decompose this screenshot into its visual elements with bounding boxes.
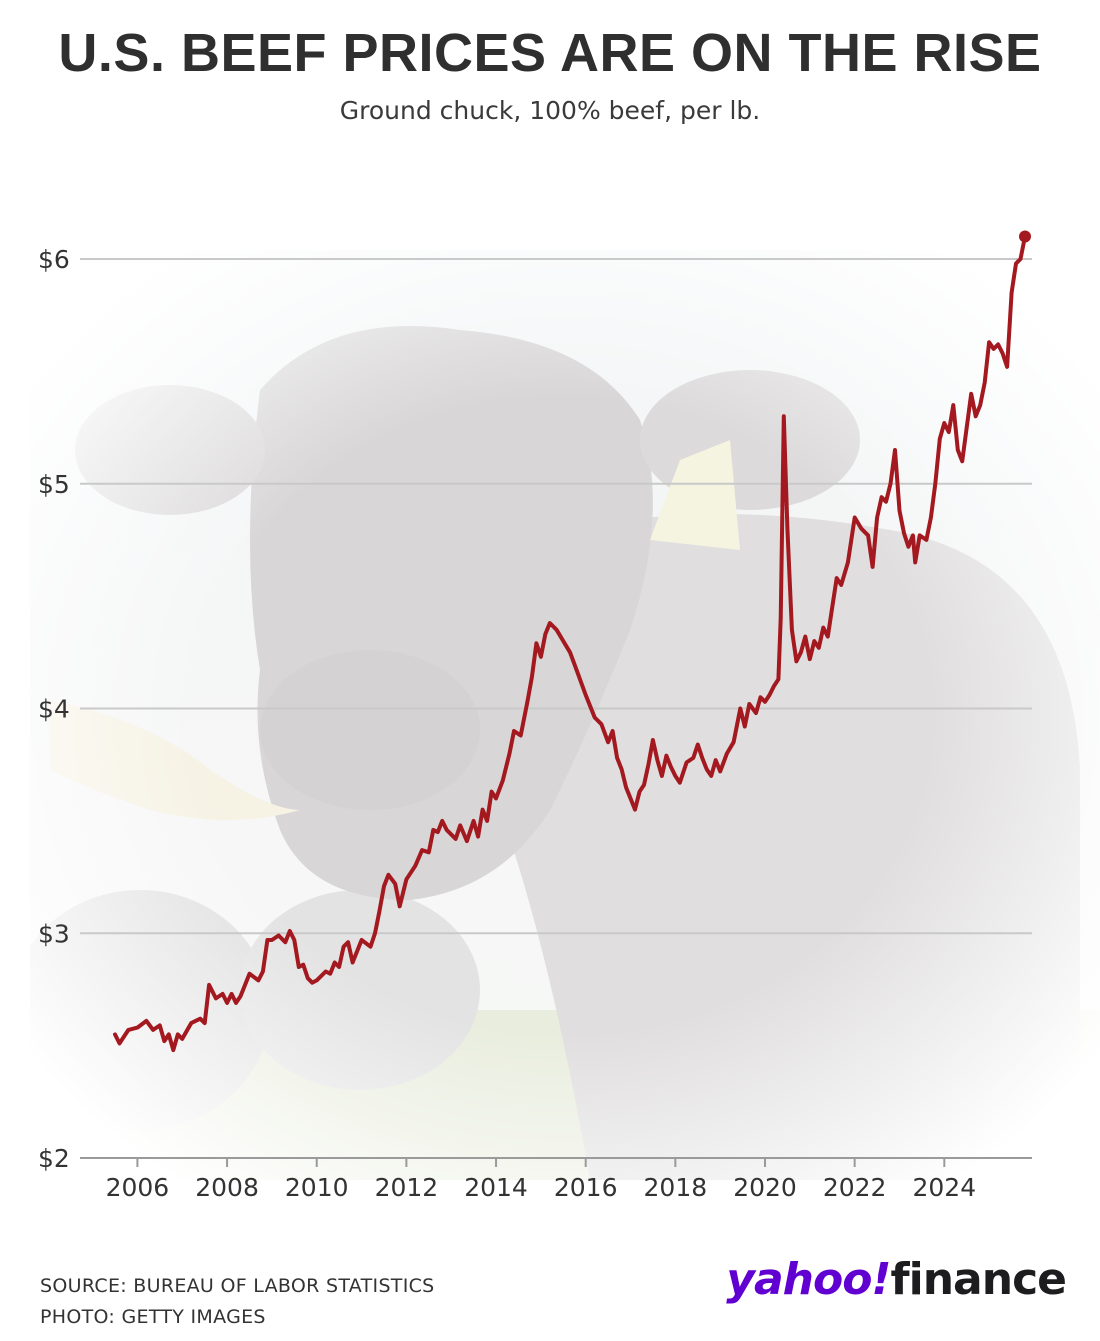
series-line [113,234,1027,1053]
chart-subtitle: Ground chuck, 100% beef, per lb. [339,96,761,125]
y-tick-label: $2 [38,1144,70,1173]
cow-photo-background [30,250,1100,1180]
x-axis: 2006 2008 2010 2012 2014 2016 2018 2020 2022 2024 [106,1158,976,1202]
y-axis: $2 $3 $4 $5 $6 [38,245,70,1173]
price-line-chart: $2$3$4$5$6 2006 2008 2010 2012 2014 2016 2018 2… [38,230,1032,1202]
grid-lines [80,258,1032,1159]
y-tick-label: $5 [38,470,70,499]
logo-yahoo: yahoo! [726,1254,891,1305]
x-tick-label: 2024 [912,1173,976,1202]
source-note: SOURCE: BUREAU OF LABOR STATISTICS [40,1275,435,1297]
y-tick-label: $4 [38,695,70,724]
x-tick-label: 2016 [554,1173,618,1202]
x-tick-label: 2012 [375,1173,439,1202]
x-tick-label: 2018 [644,1173,708,1202]
logo-finance: finance [890,1254,1067,1305]
latest-value-marker [1019,230,1031,243]
cow-photo-illustration [30,250,1100,1180]
yahoo-finance-logo[interactable]: yahoo!finance [726,1254,1067,1305]
y-tick-label: $6 [38,245,70,274]
x-tick-label: 2006 [106,1173,170,1202]
x-tick-label: 2014 [464,1173,528,1202]
x-tick-label: 2020 [733,1173,797,1202]
x-tick-label: 2022 [823,1173,887,1202]
photo-credit: PHOTO: GETTY IMAGES [40,1306,266,1328]
x-tick-label: 2008 [195,1173,259,1202]
chart-title: U.S. BEEF PRICES ARE ON THE RISE [58,23,1042,83]
y-tick-label: $3 [38,919,70,948]
x-tick-label: 2010 [285,1173,349,1202]
